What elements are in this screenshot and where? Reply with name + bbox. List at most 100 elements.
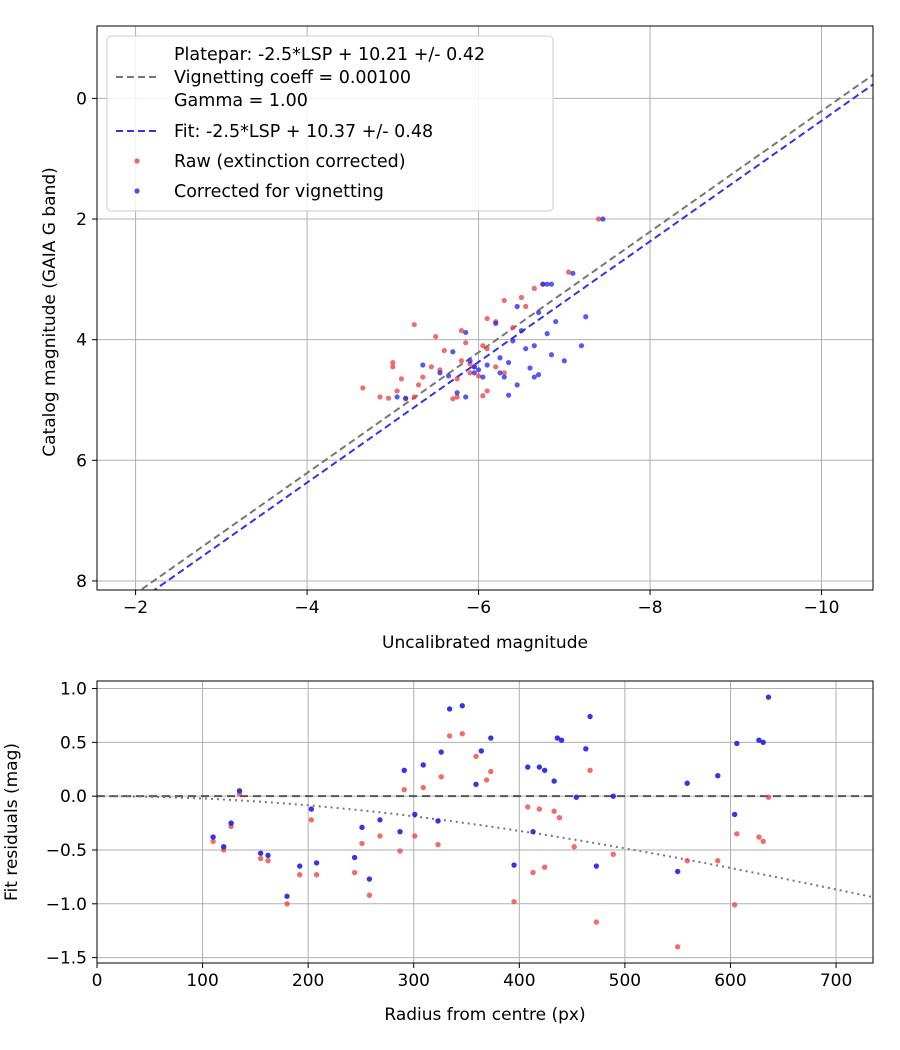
bottom-point-raw bbox=[765, 794, 772, 800]
bottom-point-raw bbox=[412, 833, 418, 839]
top-point-raw bbox=[523, 303, 529, 310]
bottom-point-raw bbox=[313, 872, 320, 878]
top-point-raw bbox=[596, 216, 602, 222]
top-point-raw bbox=[531, 285, 537, 291]
bottom-y-tick-label: 0.0 bbox=[60, 787, 87, 807]
bottom-point-raw bbox=[473, 753, 479, 760]
bottom-point-corrected bbox=[459, 703, 466, 709]
bottom-point-corrected bbox=[228, 820, 234, 826]
bottom-point-raw bbox=[674, 944, 681, 950]
bottom-tick-labels: 0 100 200 300 400 500 600 700 1.0 0.5 0.0 −0.5 −1.0 −… bbox=[46, 680, 853, 991]
bottom-point-corrected bbox=[220, 844, 227, 850]
bottom-y-tick-label: 1.0 bbox=[60, 680, 87, 700]
bottom-y-tick-label: 0.5 bbox=[60, 733, 87, 753]
bottom-x-tick-label: 300 bbox=[398, 971, 430, 991]
legend-raw-marker bbox=[134, 158, 140, 164]
top-point-corrected bbox=[497, 355, 503, 361]
top-scatter-points bbox=[360, 216, 606, 402]
bottom-point-corrected bbox=[478, 748, 485, 754]
bottom-x-tick-label: 600 bbox=[714, 971, 746, 991]
bottom-point-raw bbox=[610, 851, 616, 857]
top-x-axis-label: Uncalibrated magnitude bbox=[382, 633, 588, 653]
bottom-point-raw bbox=[593, 919, 600, 925]
top-point-raw bbox=[428, 364, 435, 370]
top-y-tick-label: 2 bbox=[76, 210, 87, 230]
top-line-fit bbox=[152, 83, 873, 590]
bottom-point-raw bbox=[435, 841, 441, 848]
legend-entry-gamma: Gamma = 1.00 bbox=[174, 91, 308, 111]
bottom-point-corrected bbox=[593, 863, 600, 869]
top-point-corrected bbox=[535, 372, 542, 378]
bottom-point-corrected bbox=[473, 781, 479, 788]
top-y-axis-label: Catalog magnitude (GAIA G band) bbox=[40, 167, 60, 457]
top-point-raw bbox=[433, 334, 439, 340]
bottom-point-corrected bbox=[511, 862, 517, 868]
top-point-raw bbox=[420, 374, 426, 380]
legend-corrected-marker bbox=[134, 188, 140, 194]
top-point-raw bbox=[398, 376, 404, 382]
bottom-x-tick-label: 100 bbox=[186, 971, 218, 991]
bottom-x-tick-label: 200 bbox=[292, 971, 324, 991]
top-point-raw bbox=[390, 364, 396, 370]
top-point-raw bbox=[454, 394, 460, 400]
bottom-point-corrected bbox=[583, 746, 589, 752]
top-point-corrected bbox=[527, 365, 533, 371]
bottom-point-corrected bbox=[734, 740, 740, 747]
bottom-point-raw bbox=[397, 848, 403, 854]
legend-entry-platepar: Platepar: -2.5*LSP + 10.21 +/- 0.42 bbox=[174, 45, 485, 65]
top-point-raw bbox=[493, 364, 499, 370]
bottom-point-raw bbox=[551, 808, 557, 814]
bottom-point-raw bbox=[401, 787, 407, 793]
bottom-point-corrected bbox=[412, 811, 418, 818]
bottom-point-raw bbox=[734, 831, 740, 837]
top-point-raw bbox=[411, 321, 417, 328]
top-x-tick-label: −8 bbox=[638, 598, 663, 618]
bottom-point-corrected bbox=[236, 788, 243, 794]
top-point-raw bbox=[501, 370, 507, 376]
bottom-point-raw bbox=[351, 869, 358, 876]
top-point-raw bbox=[475, 373, 482, 379]
top-point-corrected bbox=[450, 349, 456, 355]
top-point-corrected bbox=[523, 346, 529, 352]
bottom-point-raw bbox=[308, 817, 315, 823]
bottom-point-raw bbox=[257, 855, 264, 862]
bottom-scatter-points bbox=[210, 694, 772, 950]
bottom-chart-residuals: 0 100 200 300 400 500 600 700 1.0 0.5 0.0 −0.5 −1.0 −… bbox=[2, 680, 874, 1025]
bottom-point-corrected bbox=[308, 806, 315, 812]
top-point-corrected bbox=[531, 343, 537, 349]
bottom-point-raw bbox=[377, 833, 383, 839]
bottom-point-corrected bbox=[530, 828, 536, 835]
top-point-corrected bbox=[480, 374, 486, 380]
top-point-corrected bbox=[583, 314, 589, 320]
bottom-point-raw bbox=[530, 869, 536, 876]
top-point-raw bbox=[415, 382, 422, 388]
bottom-plot-frame bbox=[96, 680, 874, 964]
legend-entry-vignetting: Vignetting coeff = 0.00100 bbox=[174, 68, 411, 88]
top-point-raw bbox=[385, 395, 392, 401]
top-point-corrected bbox=[420, 362, 426, 368]
legend-entry-fit: Fit: -2.5*LSP + 10.37 +/- 0.48 bbox=[174, 122, 433, 142]
bottom-x-tick-label: 500 bbox=[609, 971, 641, 991]
bottom-point-corrected bbox=[265, 852, 271, 859]
bottom-point-raw bbox=[265, 858, 271, 864]
top-point-corrected bbox=[535, 309, 542, 316]
top-point-corrected bbox=[467, 358, 473, 364]
legend-entry-raw: Raw (extinction corrected) bbox=[174, 152, 406, 172]
bottom-point-corrected bbox=[756, 737, 762, 743]
top-y-tick-label: 8 bbox=[76, 572, 87, 592]
bottom-x-tick-label: 400 bbox=[503, 971, 535, 991]
top-x-tick-label: −10 bbox=[804, 598, 840, 618]
top-point-raw bbox=[454, 376, 460, 382]
legend-entry-corrected: Corrected for vignetting bbox=[174, 182, 384, 202]
bottom-point-corrected bbox=[573, 794, 580, 800]
top-point-corrected bbox=[548, 352, 555, 358]
bottom-y-tick-label: −0.5 bbox=[46, 841, 87, 861]
top-point-corrected bbox=[510, 338, 516, 344]
top-x-tick-label: −4 bbox=[295, 598, 320, 618]
top-point-raw bbox=[458, 358, 465, 364]
top-point-corrected bbox=[540, 281, 546, 287]
top-y-tick-label: 4 bbox=[76, 331, 87, 351]
top-point-corrected bbox=[505, 359, 512, 366]
top-point-corrected bbox=[493, 320, 499, 326]
